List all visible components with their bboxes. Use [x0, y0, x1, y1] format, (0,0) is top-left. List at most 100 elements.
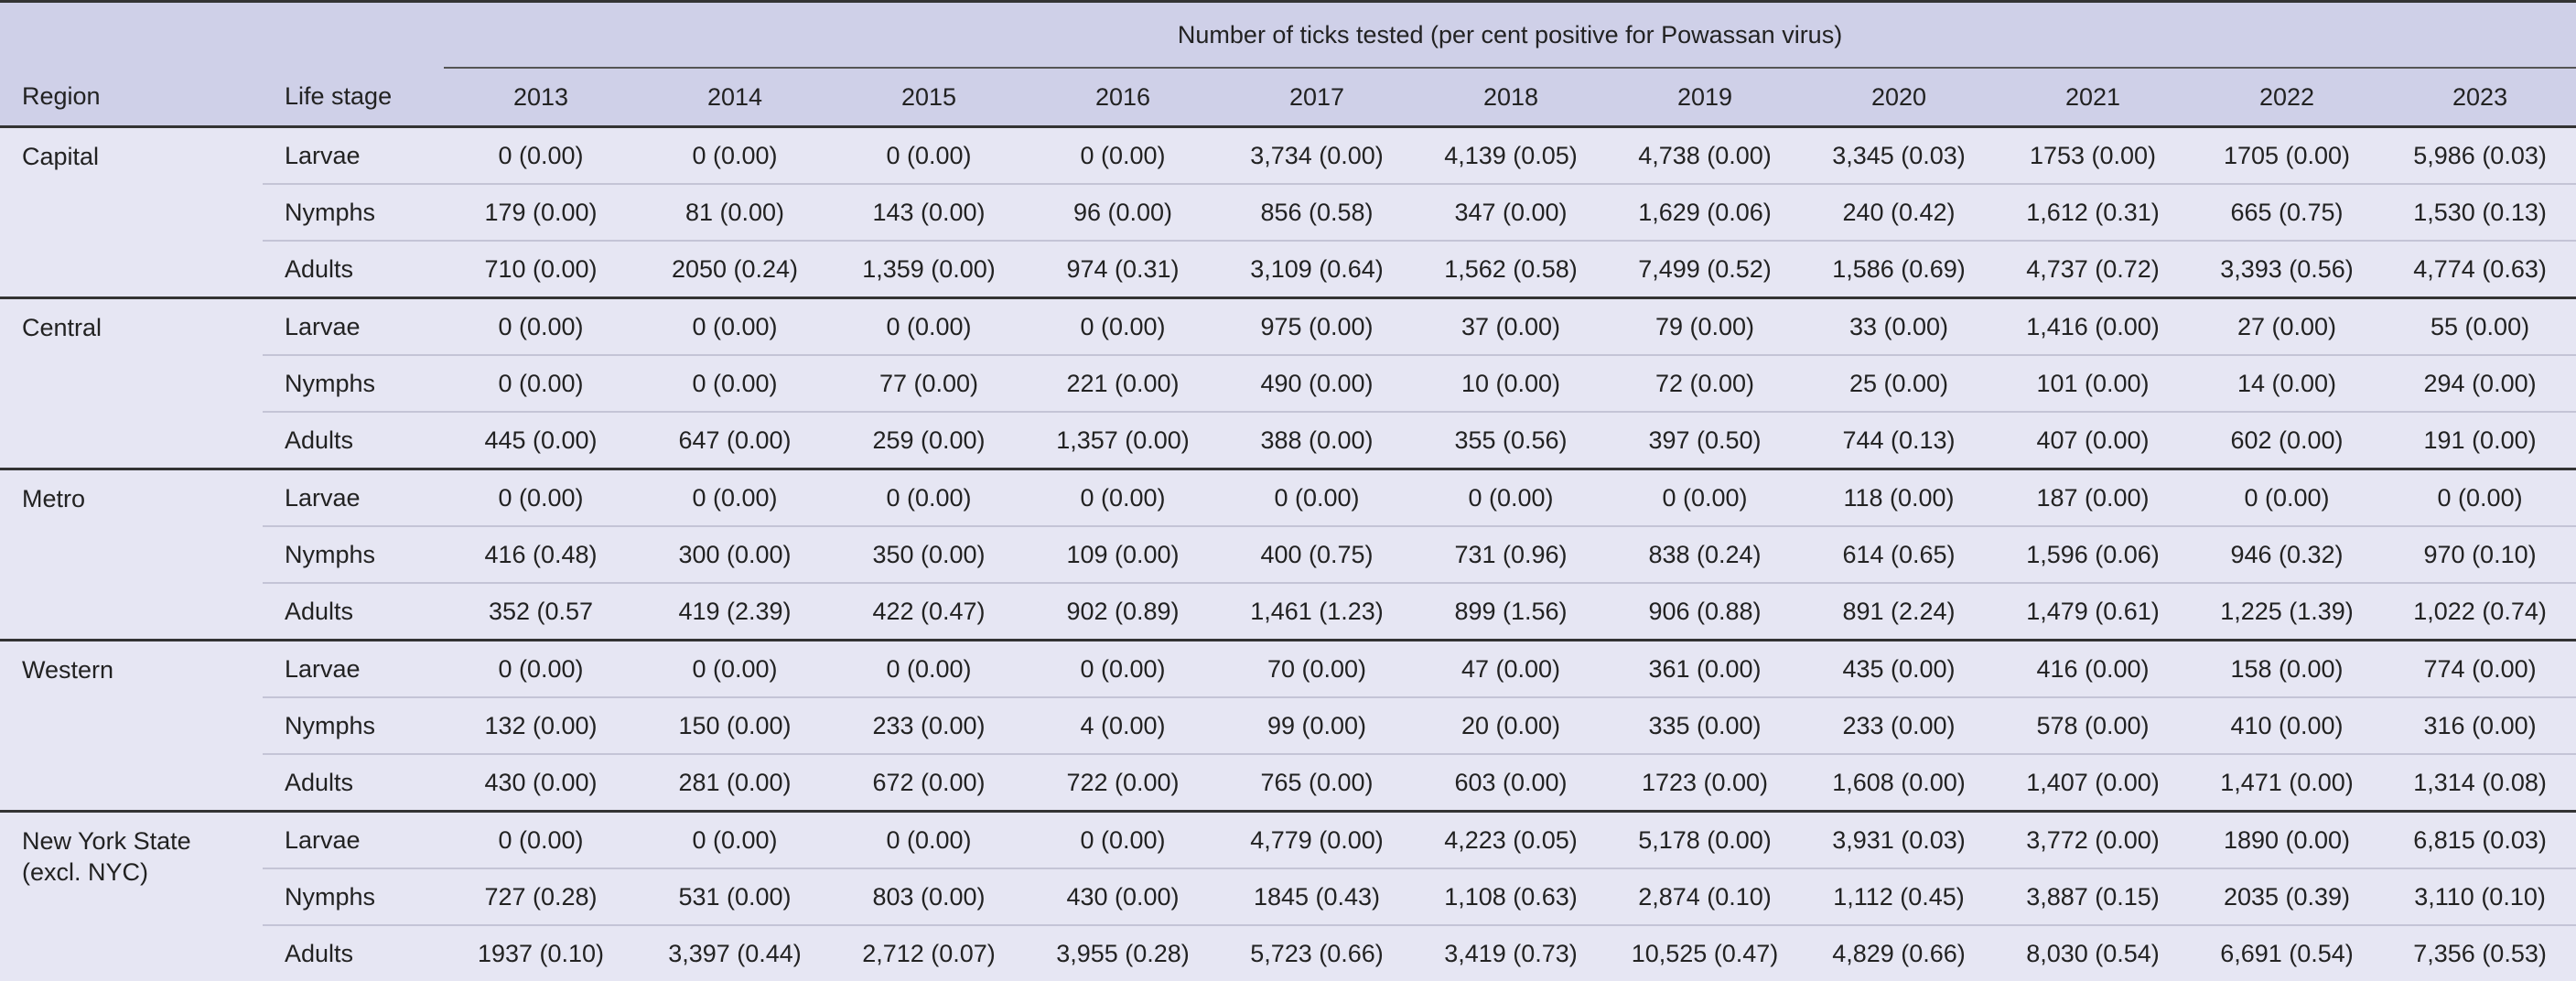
value-cell: 187 (0.00)	[1996, 468, 2190, 526]
value-cell: 0 (0.00)	[1080, 141, 1166, 169]
value-cell: 3,931 (0.03)	[1802, 810, 1996, 868]
value-cell: 27 (0.00)	[2190, 296, 2384, 355]
value-cell: 1,612 (0.31)	[1996, 183, 2190, 241]
value-cell: 946 (0.32)	[2190, 525, 2384, 583]
value-cell: 143 (0.00)	[832, 183, 1026, 241]
value-cell: 72 (0.00)	[1608, 354, 1802, 412]
value-cell: 1,108 (0.63)	[1414, 868, 1608, 925]
value-cell: 1,314 (0.08)	[2384, 753, 2576, 812]
table-row: Metro Larvae 0 (0.00) 0 (0.00) 0 (0.00) 0 (0.…	[0, 468, 2576, 641]
value-cell: 4,774 (0.63)	[2384, 240, 2576, 298]
value-cell: 430 (0.00)	[444, 753, 638, 812]
value-cell: 1,407 (0.00)	[1996, 753, 2190, 812]
value-cell: 0 (0.00)	[1026, 810, 1220, 868]
value-cell: 109 (0.00)	[1026, 525, 1220, 583]
table-row: Nymphs 132 (0.00) 150 (0.00) 233 (0.00) 4 (0…	[0, 696, 2576, 754]
table-row: Central Larvae 0 (0.00) 0 (0.00) 0 (0.00) 0 (…	[0, 296, 2576, 469]
value-cell: 7,356 (0.53)	[2384, 924, 2576, 981]
column-header: 2022	[2190, 68, 2384, 128]
region-label: Metro	[22, 485, 86, 512]
value-cell: 0 (0.00)	[444, 810, 638, 868]
value-cell: 10,525 (0.47)	[1608, 924, 1802, 981]
value-cell: 4,779 (0.00)	[1220, 810, 1414, 868]
value-cell: 0 (0.00)	[638, 468, 832, 526]
table-row: Nymphs 179 (0.00) 81 (0.00) 143 (0.00) 96 (0…	[0, 183, 2576, 241]
life-stage: Adults	[263, 240, 444, 298]
life-stage: Larvae	[263, 639, 444, 697]
value-cell: 614 (0.65)	[1802, 525, 1996, 583]
value-cell: 3,955 (0.28)	[1026, 924, 1220, 981]
value-cell: 4,139 (0.05)	[1444, 141, 1578, 169]
column-header: 2015	[832, 68, 1026, 128]
column-header: 2018	[1414, 68, 1608, 128]
value-cell: 352 (0.57	[444, 582, 638, 641]
value-cell: 2,874 (0.10)	[1608, 868, 1802, 925]
value-cell: 0 (0.00)	[832, 810, 1026, 868]
header-row: Region Life stage 2013 2014 2015 2016 2017 2018…	[0, 68, 2576, 128]
value-cell: 445 (0.00)	[444, 411, 638, 469]
value-cell: 1,629 (0.06)	[1608, 183, 1802, 241]
value-cell: 3,772 (0.00)	[1996, 810, 2190, 868]
life-stage: Adults	[263, 582, 444, 641]
value-cell: 3,397 (0.44)	[638, 924, 832, 981]
table-header: Number of ticks tested (per cent positiv…	[0, 1, 2576, 128]
life-stage: Adults	[263, 924, 444, 981]
value-cell: 33 (0.00)	[1802, 296, 1996, 355]
value-cell: 902 (0.89)	[1026, 582, 1220, 641]
value-cell: 10 (0.00)	[1414, 354, 1608, 412]
value-cell: 2050 (0.24)	[638, 240, 832, 298]
life-stage: Larvae	[263, 296, 444, 355]
value-cell: 5,178 (0.00)	[1608, 810, 1802, 868]
table-row: Adults 1937 (0.10) 3,397 (0.44) 2,712 (0.07…	[0, 924, 2576, 981]
value-cell: 81 (0.00)	[638, 183, 832, 241]
header-row: Number of ticks tested (per cent positiv…	[0, 1, 2576, 69]
value-cell: 1,596 (0.06)	[1996, 525, 2190, 583]
column-header: Region	[0, 68, 263, 128]
value-cell: 1,416 (0.00)	[1996, 296, 2190, 355]
value-cell: 8,030 (0.54)	[1996, 924, 2190, 981]
value-cell: 1705 (0.00)	[2223, 141, 2351, 169]
value-cell: 158 (0.00)	[2190, 639, 2384, 697]
value-cell: 899 (1.56)	[1414, 582, 1608, 641]
value-cell: 578 (0.00)	[1996, 696, 2190, 754]
value-cell: 435 (0.00)	[1802, 639, 1996, 697]
value-cell: 25 (0.00)	[1802, 354, 1996, 412]
value-cell: 101 (0.00)	[1996, 354, 2190, 412]
value-cell: 4 (0.00)	[1026, 696, 1220, 754]
value-cell: 397 (0.50)	[1608, 411, 1802, 469]
table-row: Adults 445 (0.00) 647 (0.00) 259 (0.00) 1,35…	[0, 411, 2576, 469]
value-cell: 4,737 (0.72)	[1996, 240, 2190, 298]
column-header: 2021	[1996, 68, 2190, 128]
table-body: Capital Larvae 0 (0.00) 0 (0.00) 0 (0.00) 0 (…	[0, 127, 2576, 981]
value-cell: 3,734 (0.00)	[1250, 141, 1384, 169]
value-cell: 96 (0.00)	[1026, 183, 1220, 241]
value-cell: 70 (0.00)	[1220, 639, 1414, 697]
value-cell: 0 (0.00)	[886, 141, 972, 169]
column-header: 2013	[444, 68, 638, 128]
value-cell: 0 (0.00)	[1026, 639, 1220, 697]
value-cell: 0 (0.00)	[2384, 468, 2576, 526]
value-cell: 6,815 (0.03)	[2384, 810, 2576, 868]
value-cell: 0 (0.00)	[444, 354, 638, 412]
value-cell: 1,112 (0.45)	[1802, 868, 1996, 925]
value-cell: 1753 (0.00)	[2029, 141, 2157, 169]
value-cell: 37 (0.00)	[1414, 296, 1608, 355]
value-cell: 0 (0.00)	[832, 639, 1026, 697]
value-cell: 300 (0.00)	[638, 525, 832, 583]
value-cell: 672 (0.00)	[832, 753, 1026, 812]
value-cell: 0 (0.00)	[1026, 296, 1220, 355]
value-cell: 99 (0.00)	[1220, 696, 1414, 754]
header-blank	[0, 1, 263, 68]
value-cell: 3,110 (0.10)	[2384, 868, 2576, 925]
value-cell: 0 (0.00)	[638, 639, 832, 697]
value-cell: 803 (0.00)	[832, 868, 1026, 925]
table-row: Nymphs 416 (0.48) 300 (0.00) 350 (0.00) 109 …	[0, 525, 2576, 583]
life-stage: Nymphs	[263, 696, 444, 754]
value-cell: 233 (0.00)	[1802, 696, 1996, 754]
value-cell: 79 (0.00)	[1608, 296, 1802, 355]
value-cell: 294 (0.00)	[2384, 354, 2576, 412]
value-cell: 3,109 (0.64)	[1220, 240, 1414, 298]
table-row: Nymphs 727 (0.28) 531 (0.00) 803 (0.00) 430 …	[0, 868, 2576, 925]
value-cell: 6,691 (0.54)	[2190, 924, 2384, 981]
